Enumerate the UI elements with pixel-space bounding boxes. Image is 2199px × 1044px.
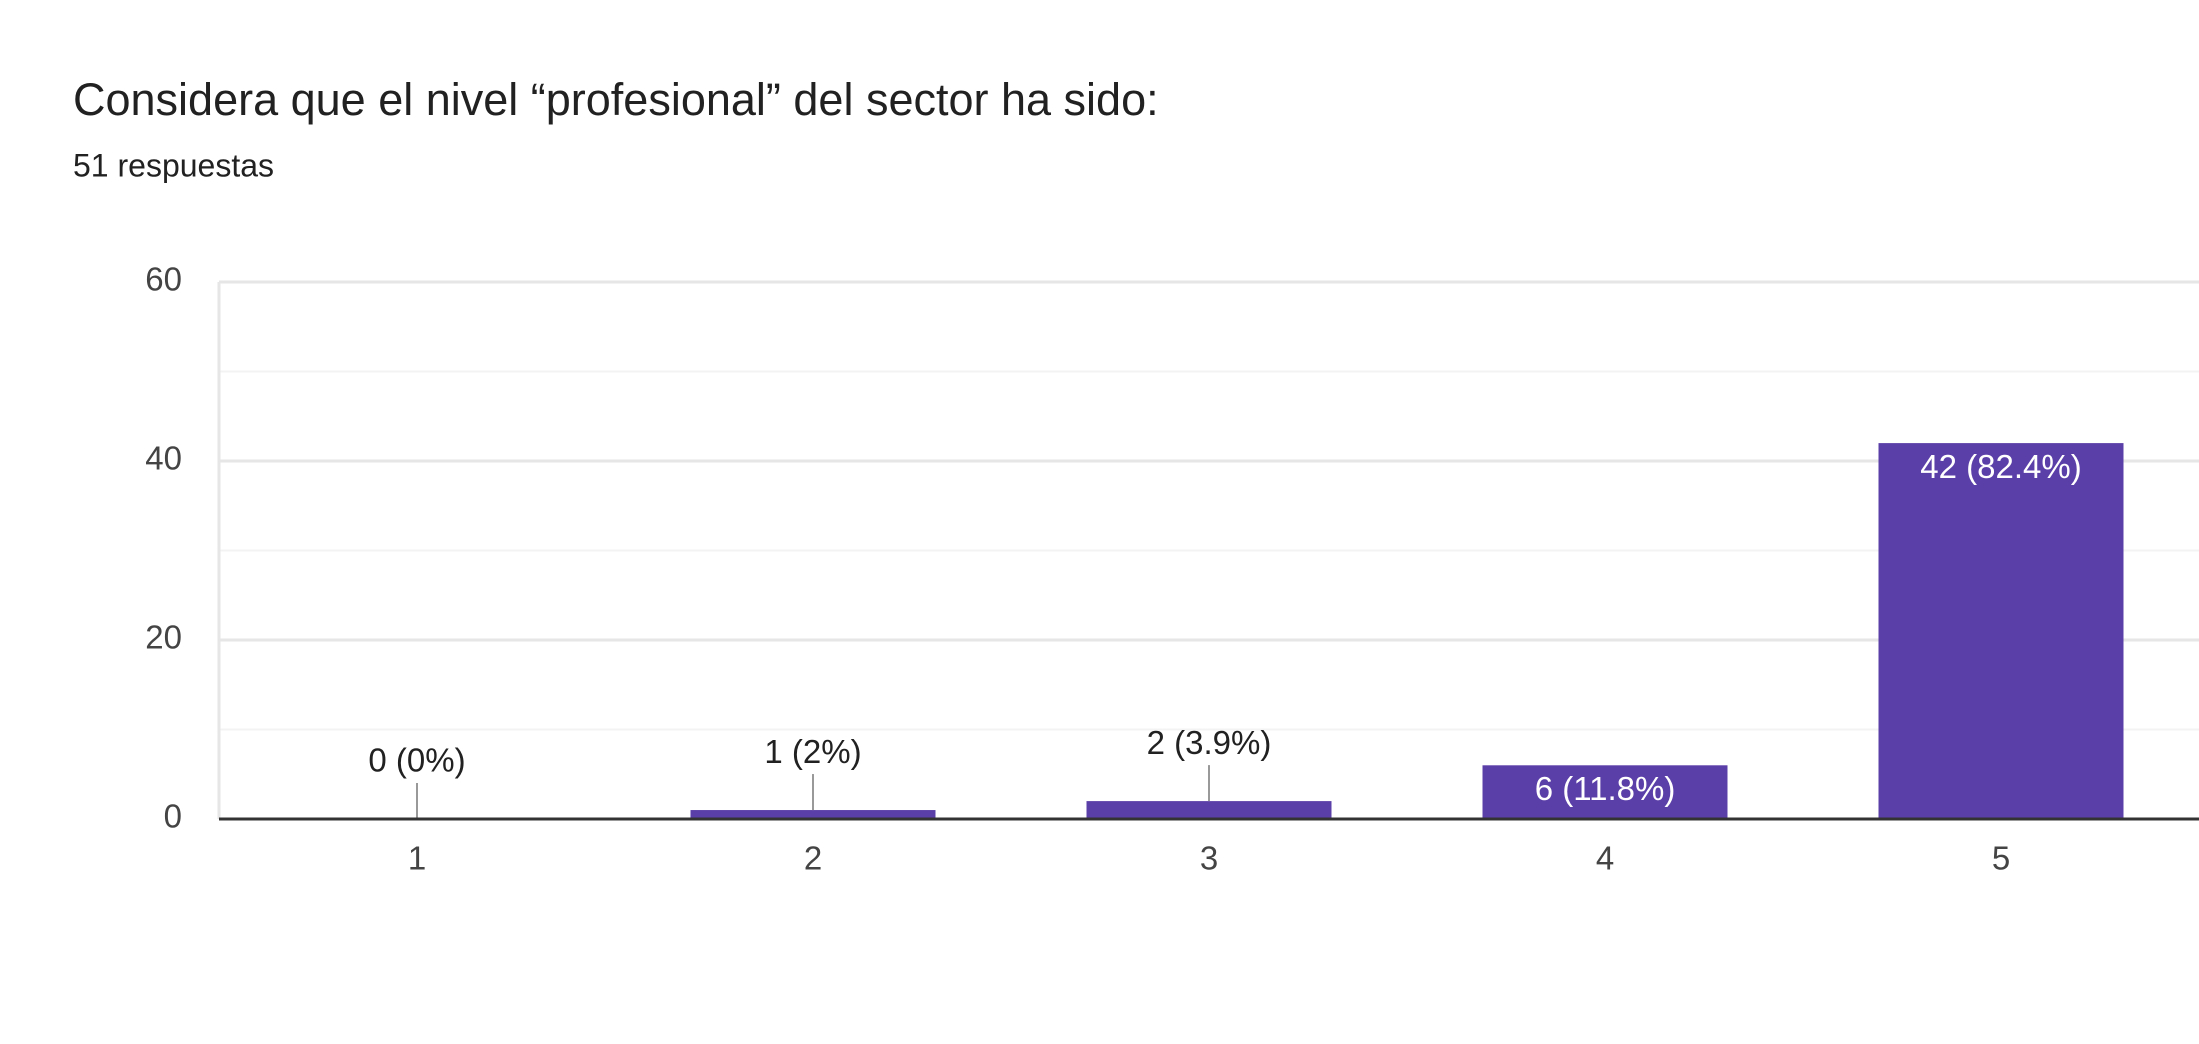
y-tick-label: 40 — [145, 440, 182, 477]
x-tick-label: 5 — [1992, 840, 2010, 877]
data-label: 2 (3.9%) — [1147, 724, 1272, 761]
x-tick-label: 2 — [804, 840, 822, 877]
y-tick-label: 60 — [145, 261, 182, 298]
chart-subtitle: 51 respuestas — [73, 147, 274, 183]
x-tick-label: 1 — [408, 840, 426, 877]
x-tick-label: 4 — [1596, 840, 1614, 877]
data-label: 42 (82.4%) — [1920, 448, 2081, 485]
y-tick-label: 20 — [145, 619, 182, 656]
bar — [690, 810, 936, 819]
data-label: 0 (0%) — [368, 742, 465, 779]
bar — [1086, 801, 1332, 819]
chart-title: Considera que el nivel “profesional” del… — [73, 74, 1159, 125]
y-tick-label: 0 — [164, 798, 182, 835]
bar — [1878, 443, 2124, 819]
bar — [1482, 765, 1728, 819]
x-tick-label: 3 — [1200, 840, 1218, 877]
data-label: 6 (11.8%) — [1535, 770, 1676, 807]
data-label: 1 (2%) — [764, 733, 861, 770]
